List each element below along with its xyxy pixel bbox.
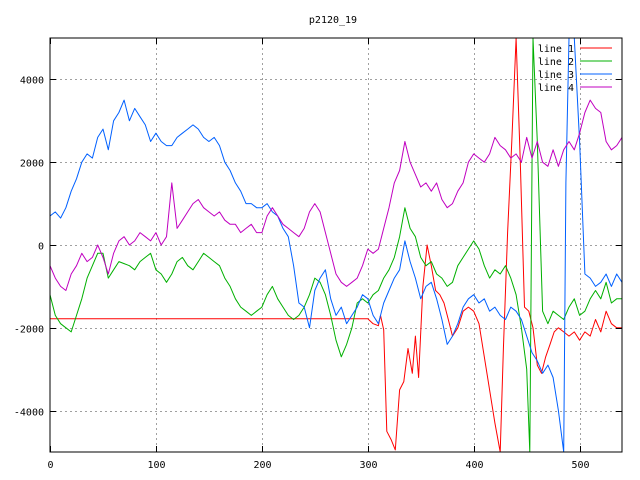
- series-line-2: [50, 38, 622, 452]
- grid: [50, 38, 622, 452]
- x-tick-label-1: 100: [147, 460, 165, 471]
- plot-series: [50, 38, 622, 452]
- y-tick-label-0: -4000: [14, 408, 44, 419]
- legend-label-4: line 4: [538, 83, 574, 94]
- legend-label-3: line 3: [538, 70, 574, 81]
- x-tick-label-0: 0: [47, 460, 53, 471]
- x-tick-label-4: 400: [465, 460, 483, 471]
- axis-ticks: 0 100 200 300 400 500 -4000 -2000 0 2000 4000: [14, 38, 622, 471]
- y-tick-label-4: 4000: [20, 76, 44, 87]
- series-line-1: [50, 38, 622, 452]
- series-line-3: [50, 38, 622, 452]
- x-tick-label-5: 500: [571, 460, 589, 471]
- series-line-4: [50, 99, 622, 291]
- y-tick-label-3: 2000: [20, 159, 44, 170]
- chart-title: p2120_19: [309, 15, 357, 26]
- legend: line 1 line 2 line 3 line 4: [538, 44, 612, 94]
- x-tick-label-3: 300: [359, 460, 377, 471]
- y-tick-label-2: 0: [38, 242, 44, 253]
- legend-label-1: line 1: [538, 44, 574, 55]
- legend-label-2: line 2: [538, 57, 574, 68]
- x-tick-label-2: 200: [253, 460, 271, 471]
- y-tick-label-1: -2000: [14, 325, 44, 336]
